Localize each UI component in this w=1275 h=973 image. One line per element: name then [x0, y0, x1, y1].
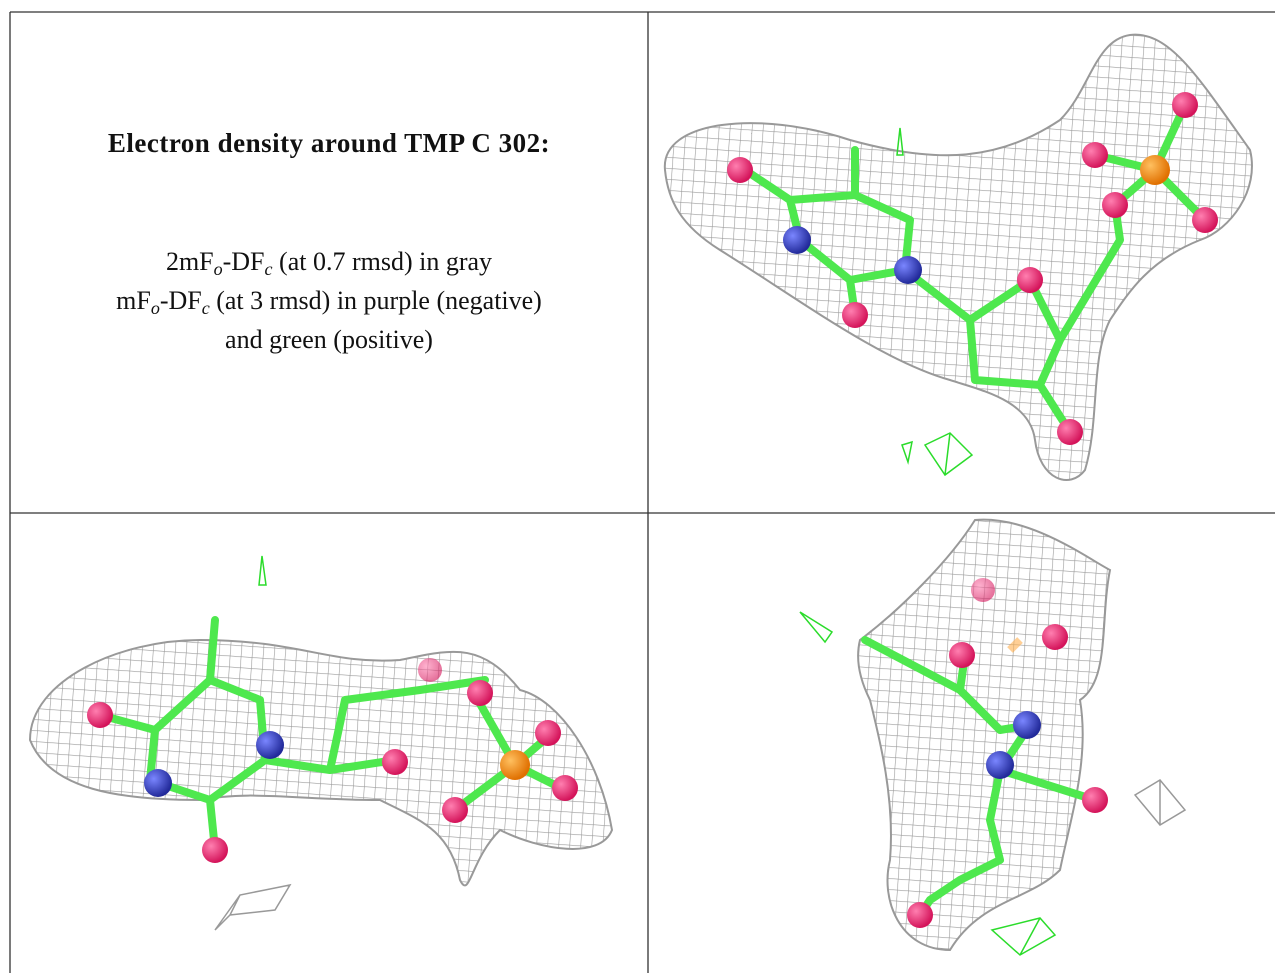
subscript: c [264, 259, 273, 279]
text: (at 0.7 rmsd) in gray [272, 247, 493, 276]
text: (at 3 rmsd) in purple (negative) [209, 286, 542, 315]
subscript: o [213, 259, 223, 279]
text: -DF [222, 247, 265, 276]
text: and green (positive) [225, 325, 433, 354]
text: mF [116, 286, 151, 315]
caption-line: 2mFo-DFc (at 0.7 rmsd) in gray [10, 242, 648, 281]
caption-line: and green (positive) [10, 320, 648, 359]
table-borders [9, 11, 1275, 973]
density-view-1 [663, 33, 1253, 481]
caption: Electron density around TMP C 302: 2mFo-… [10, 12, 648, 513]
caption-title: Electron density around TMP C 302: [107, 128, 551, 158]
density-view-2 [28, 555, 614, 931]
caption-lines: 2mFo-DFc (at 0.7 rmsd) in gray mFo-DFc (a… [10, 242, 648, 359]
subscript: o [150, 298, 160, 318]
caption-line: mFo-DFc (at 3 rmsd) in purple (negative) [10, 281, 648, 320]
text: 2mF [165, 247, 214, 276]
subscript: c [201, 298, 210, 318]
text: -DF [159, 286, 202, 315]
density-view-3 [799, 518, 1187, 956]
